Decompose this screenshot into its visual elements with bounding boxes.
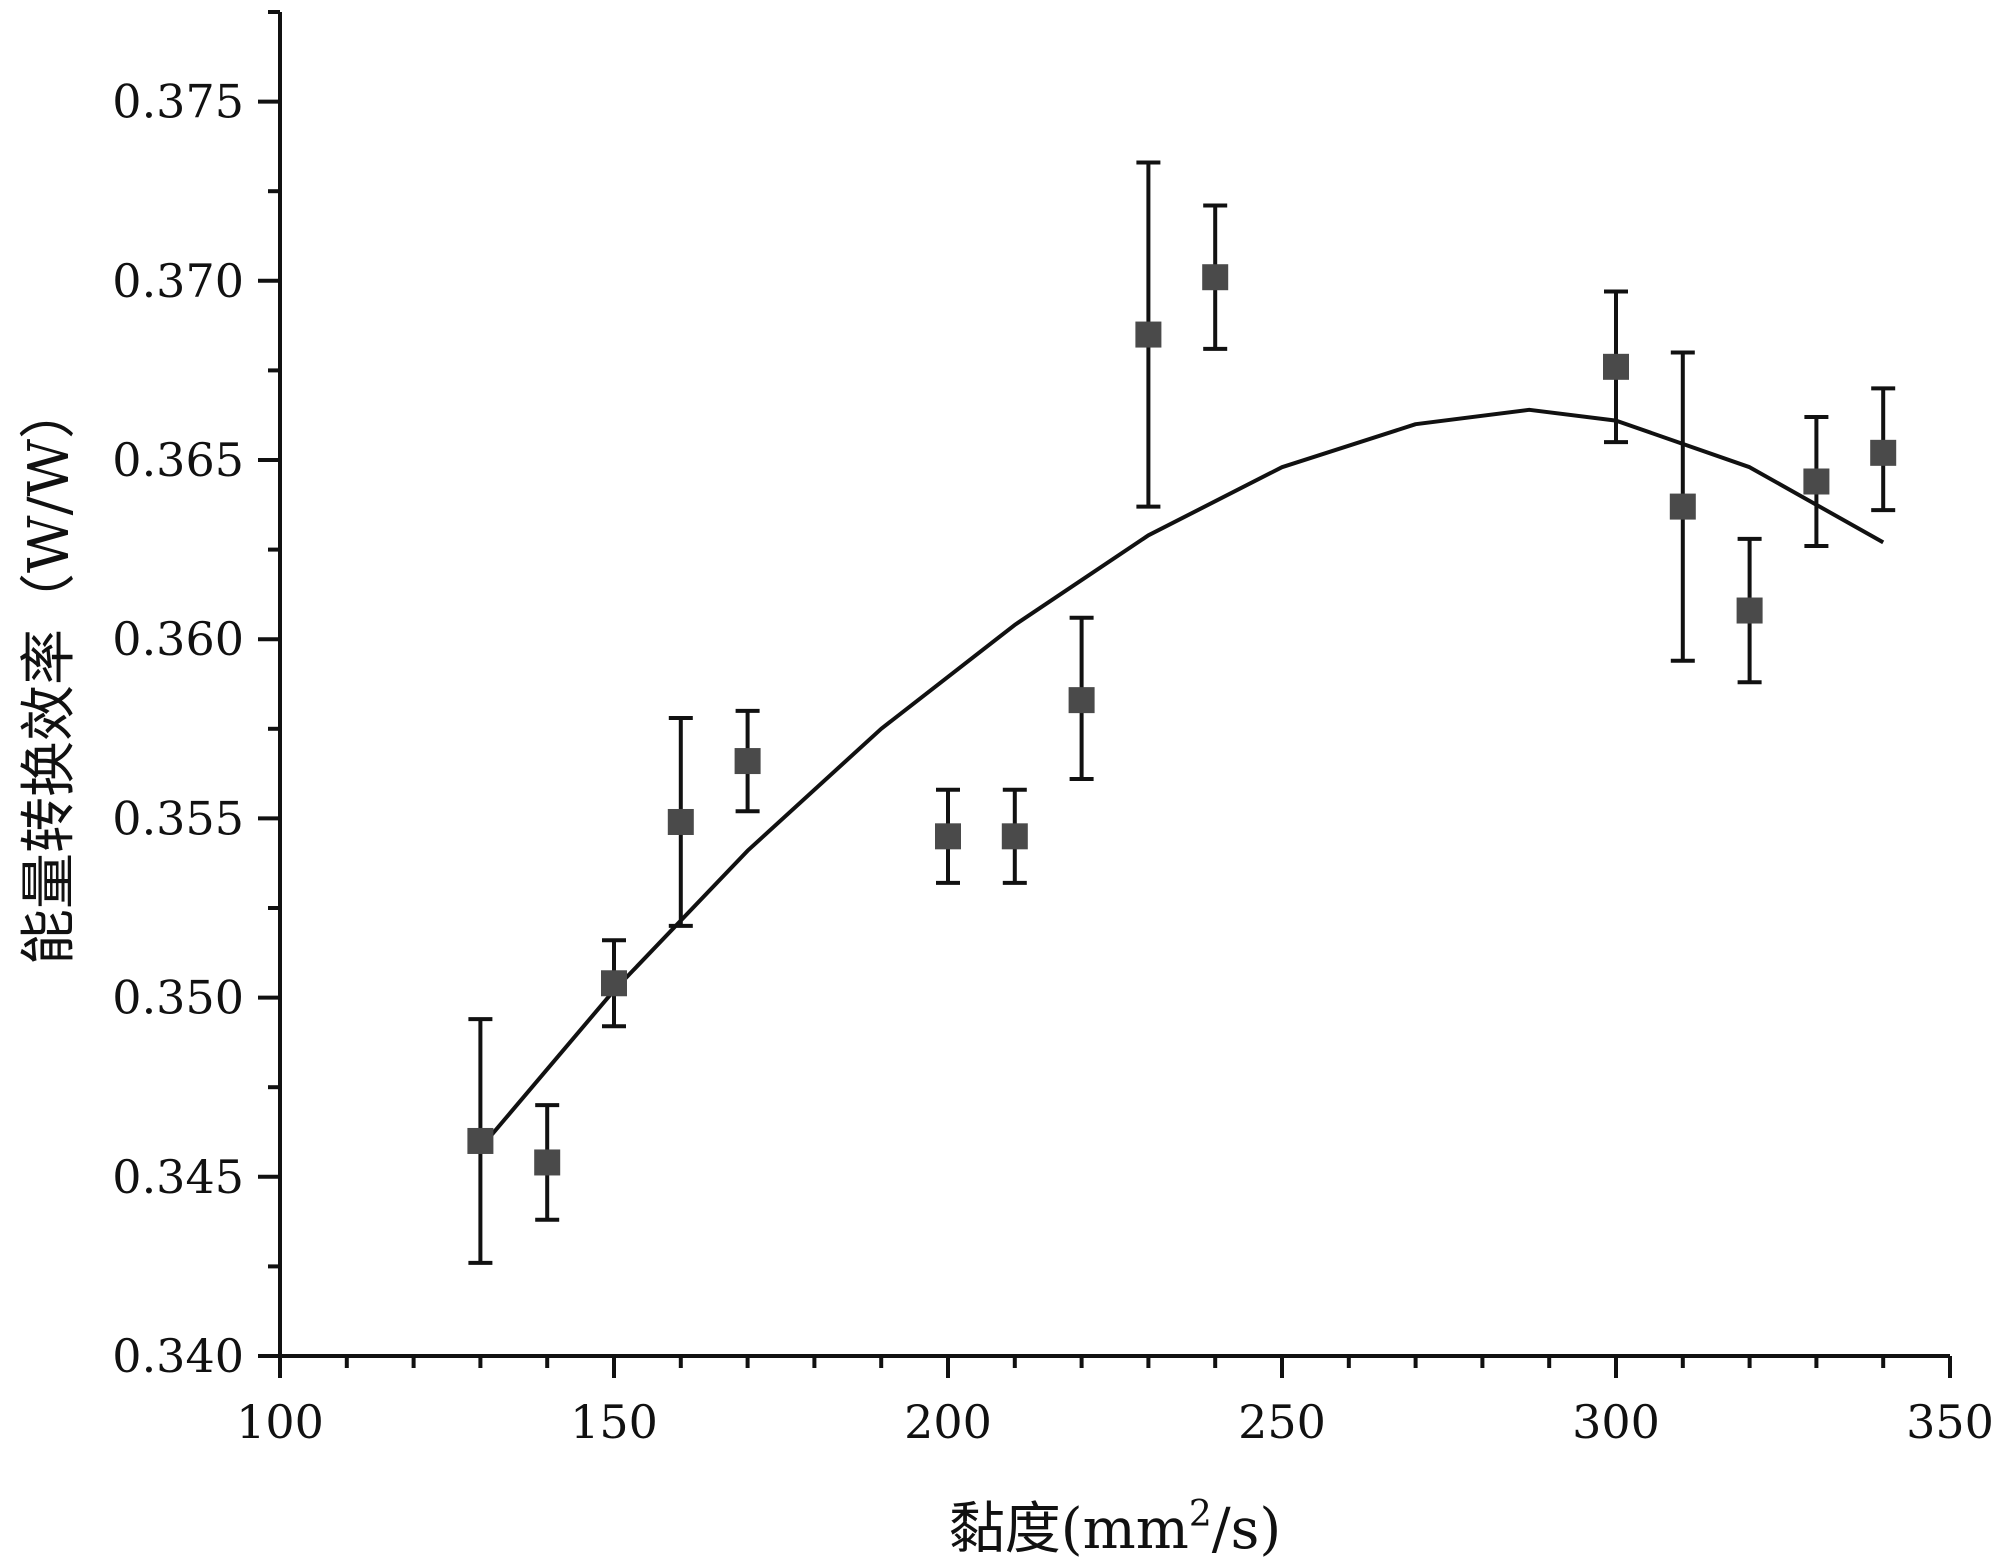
x-tick-label: 100: [236, 1395, 324, 1449]
x-tick-label: 150: [570, 1395, 658, 1449]
data-point: [467, 1127, 494, 1154]
x-axis-title: 黏度(mm2/s): [949, 1494, 1281, 1562]
y-tick-label: 0.375: [112, 75, 244, 129]
data-point: [1001, 823, 1028, 850]
data-point: [601, 970, 627, 997]
data-point: [1870, 439, 1897, 466]
y-tick-label: 0.370: [112, 254, 244, 308]
x-tick-label: 300: [1572, 1395, 1660, 1449]
x-axis-title-main: 黏度(mm: [949, 1497, 1189, 1562]
y-tick-label: 0.365: [112, 433, 244, 487]
data-point: [667, 808, 694, 835]
x-axis-title-sup: 2: [1189, 1494, 1212, 1535]
data-point: [1669, 493, 1696, 520]
fit-layer: [478, 407, 1885, 1150]
data-point: [1803, 468, 1830, 495]
x-axis-title-tail: /s): [1212, 1497, 1281, 1562]
axes: [278, 12, 1950, 1358]
data-points: [467, 264, 1897, 1176]
data-point: [1135, 321, 1162, 348]
data-point: [1736, 597, 1763, 624]
fit-curve: [478, 407, 1885, 1150]
error-bars: [468, 160, 1896, 1265]
tick-labels: 100 150 200 250 300 350 0.340 0.345 0.350 0.355 0.…: [112, 75, 1994, 1449]
y-tick-label: 0.350: [112, 971, 244, 1025]
x-tick-label: 200: [904, 1395, 992, 1449]
y-tick-label: 0.340: [112, 1329, 244, 1383]
x-tick-label: 350: [1906, 1395, 1994, 1449]
data-point: [1068, 687, 1095, 714]
data-point: [534, 1149, 561, 1176]
y-tick-label: 0.360: [112, 612, 244, 666]
y-tick-label: 0.355: [112, 791, 244, 845]
y-axis-title: 能量转换效率（W/W）: [17, 383, 82, 965]
data-point: [734, 748, 761, 775]
data-point: [1202, 264, 1229, 291]
y-tick-label: 0.345: [112, 1150, 244, 1204]
x-tick-label: 250: [1238, 1395, 1326, 1449]
data-point: [1603, 353, 1629, 380]
ticks: [258, 10, 1952, 1378]
data-point: [935, 823, 961, 850]
